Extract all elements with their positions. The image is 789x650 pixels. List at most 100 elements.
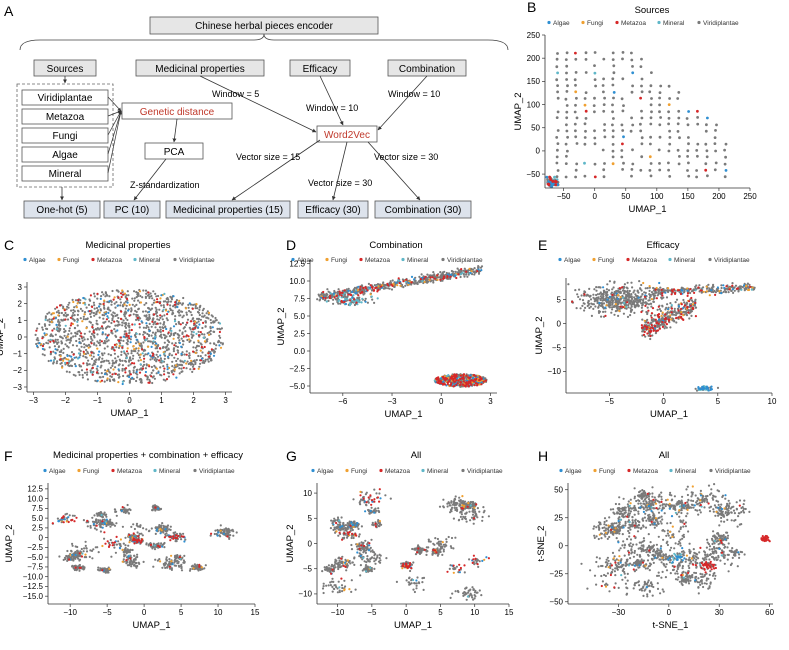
scatter-point-viridiplantae <box>414 276 417 279</box>
scatter-point-fungi <box>173 368 176 371</box>
scatter-point-viridiplantae <box>452 270 455 273</box>
scatter-point-viridiplantae <box>171 365 174 368</box>
scatter-point-viridiplantae <box>98 302 101 305</box>
scatter-point-viridiplantae <box>128 329 131 332</box>
scatter-point-viridiplantae <box>142 360 145 363</box>
scatter-point-fungi <box>468 267 471 270</box>
scatter-point-viridiplantae <box>458 271 461 274</box>
scatter-point-metazoa <box>474 382 478 385</box>
scatter-point-viridiplantae <box>186 318 190 321</box>
scatter-point-viridiplantae <box>105 326 108 329</box>
scatter-point-viridiplantae <box>89 313 92 316</box>
scatter-point-algae <box>622 135 625 139</box>
scatter-point-viridiplantae <box>54 307 57 310</box>
scatter-point-viridiplantae <box>602 175 606 179</box>
scatter-point-algae <box>176 305 179 309</box>
scatter-point-metazoa <box>96 292 99 295</box>
scatter-point-fungi <box>178 299 181 302</box>
scatter-point-viridiplantae <box>137 341 140 344</box>
scatter-point-viridiplantae <box>161 315 164 318</box>
scatter-point-viridiplantae <box>83 556 86 559</box>
scatter-point-viridiplantae <box>631 148 634 152</box>
scatter-point-viridiplantae <box>675 312 678 315</box>
scatter-point-viridiplantae <box>584 306 587 309</box>
scatter-point-viridiplantae <box>713 136 717 140</box>
scatter-point-viridiplantae <box>584 129 587 133</box>
scatter-point-viridiplantae <box>166 296 169 300</box>
scatter-point-viridiplantae <box>73 555 76 558</box>
scatter-point-viridiplantae <box>611 58 615 61</box>
scatter-point-viridiplantae <box>121 321 124 324</box>
legend-label-algae: Algae <box>297 257 314 264</box>
scatter-point-viridiplantae <box>105 359 108 362</box>
scatter-point-metazoa <box>158 302 161 305</box>
scatter-point-viridiplantae <box>169 327 172 330</box>
window-10b-label: Window = 10 <box>388 89 440 99</box>
x-tick-label: −5 <box>605 397 615 406</box>
scatter-point-viridiplantae <box>58 350 61 353</box>
scatter-point-metazoa <box>100 379 104 382</box>
scatter-point-viridiplantae <box>165 349 168 352</box>
scatter-point-viridiplantae <box>140 345 143 348</box>
scatter-point-viridiplantae <box>151 381 154 385</box>
scatter-point-viridiplantae <box>346 295 349 299</box>
scatter-point-fungi <box>705 290 708 293</box>
scatter-point-viridiplantae <box>83 346 86 349</box>
scatter-point-viridiplantae <box>204 360 207 363</box>
scatter-point-viridiplantae <box>638 280 641 283</box>
scatter-point-viridiplantae <box>686 155 689 158</box>
scatter-point-viridiplantae <box>156 350 159 353</box>
scatter-point-viridiplantae <box>72 565 75 568</box>
scatter-point-viridiplantae <box>648 286 651 289</box>
scatter-point-viridiplantae <box>191 335 194 338</box>
scatter-point-viridiplantae <box>628 292 631 295</box>
scatter-point-metazoa <box>639 96 642 100</box>
scatter-point-metazoa <box>152 352 155 355</box>
scatter-point-viridiplantae <box>62 351 65 354</box>
scatter-point-viridiplantae <box>171 342 174 345</box>
scatter-point-viridiplantae <box>667 110 670 114</box>
scatter-point-metazoa <box>450 382 453 385</box>
scatter-point-viridiplantae <box>565 71 568 75</box>
scatter-point-metazoa <box>141 367 145 370</box>
scatter-point-viridiplantae <box>665 326 668 329</box>
scatter-point-viridiplantae <box>644 321 647 324</box>
scatter-point-viridiplantae <box>459 275 462 279</box>
scatter-point-fungi <box>139 353 142 356</box>
scatter-point-viridiplantae <box>178 329 181 332</box>
scatter-point-viridiplantae <box>677 162 681 166</box>
scatter-point-viridiplantae <box>196 344 199 347</box>
scatter-point-algae <box>70 355 73 358</box>
scatter-point-viridiplantae <box>672 313 676 316</box>
scatter-point-viridiplantae <box>326 293 329 296</box>
scatter-point-viridiplantae <box>649 84 653 88</box>
scatter-point-metazoa <box>571 300 574 303</box>
scatter-point-viridiplantae <box>401 278 404 281</box>
scatter-point-mineral <box>337 295 340 298</box>
scatter-point-metazoa <box>680 307 683 310</box>
pca-to-pc <box>133 158 167 201</box>
scatter-point-viridiplantae <box>84 544 87 548</box>
scatter-point-viridiplantae <box>555 155 559 159</box>
scatter-point-algae <box>104 312 108 315</box>
scatter-point-algae <box>200 357 204 360</box>
scatter-point-viridiplantae <box>128 324 131 327</box>
scatter-point-mineral <box>218 322 222 325</box>
scatter-point-viridiplantae <box>596 299 599 302</box>
scatter-point-viridiplantae <box>688 317 691 320</box>
scatter-point-viridiplantae <box>370 289 374 292</box>
scatter-point-fungi <box>190 359 193 362</box>
scatter-point-fungi <box>377 285 380 288</box>
scatter-point-viridiplantae <box>69 339 72 342</box>
panel-letter: C <box>4 237 14 253</box>
x-tick-label: 50 <box>621 192 630 201</box>
scatter-point-metazoa <box>593 175 597 179</box>
scatter-point-viridiplantae <box>616 289 620 292</box>
scatter-point-viridiplantae <box>132 523 135 526</box>
scatter-point-viridiplantae <box>473 267 476 270</box>
scatter-point-viridiplantae <box>203 361 206 364</box>
scatter-point-viridiplantae <box>46 312 49 315</box>
scatter-point-viridiplantae <box>620 149 624 152</box>
scatter-point-viridiplantae <box>619 290 622 294</box>
scatter-point-viridiplantae <box>214 347 217 350</box>
